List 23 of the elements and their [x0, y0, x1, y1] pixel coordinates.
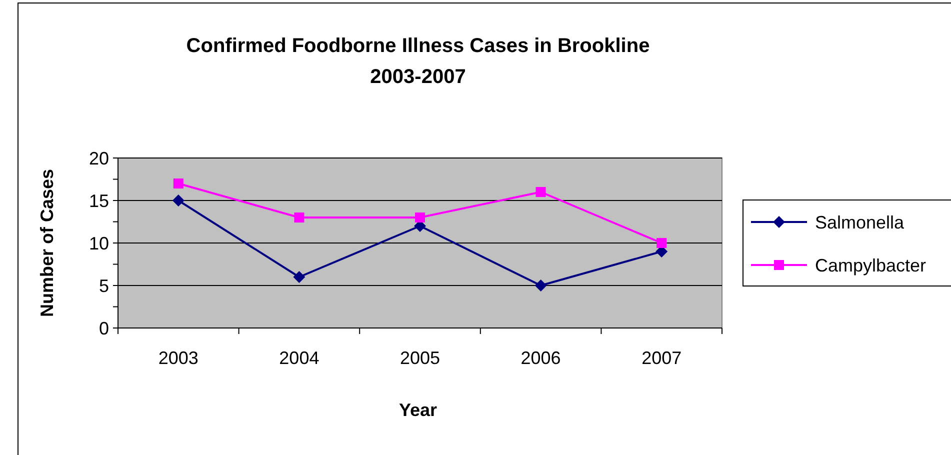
legend-label: Salmonella — [815, 212, 906, 232]
x-tick-label: 2007 — [642, 348, 682, 368]
y-axis-title: Number of Cases — [37, 168, 57, 318]
point — [173, 178, 184, 188]
x-tick-label: 2005 — [400, 348, 440, 368]
legend-label: Campylbacter — [815, 255, 926, 276]
point — [536, 187, 546, 197]
point — [293, 271, 306, 283]
point — [534, 280, 547, 292]
x-tick-label: 2003 — [158, 348, 198, 368]
y-tick-label: 20 — [88, 148, 109, 168]
point — [172, 194, 184, 206]
point — [656, 238, 667, 248]
y-tick-label: 15 — [88, 190, 109, 211]
point — [294, 212, 304, 222]
point — [415, 212, 425, 222]
x-axis-title: Year — [398, 400, 438, 420]
x-tick-label: 2004 — [279, 348, 320, 368]
y-tick-label: 0 — [98, 318, 109, 338]
y-tick-label: 10 — [88, 233, 109, 254]
y-tick-label: 5 — [98, 276, 109, 296]
x-tick-label: 2006 — [520, 348, 561, 368]
chart-title: Confirmed Foodborne Illness Cases in Brookline 2003-2007 — [186, 35, 650, 88]
